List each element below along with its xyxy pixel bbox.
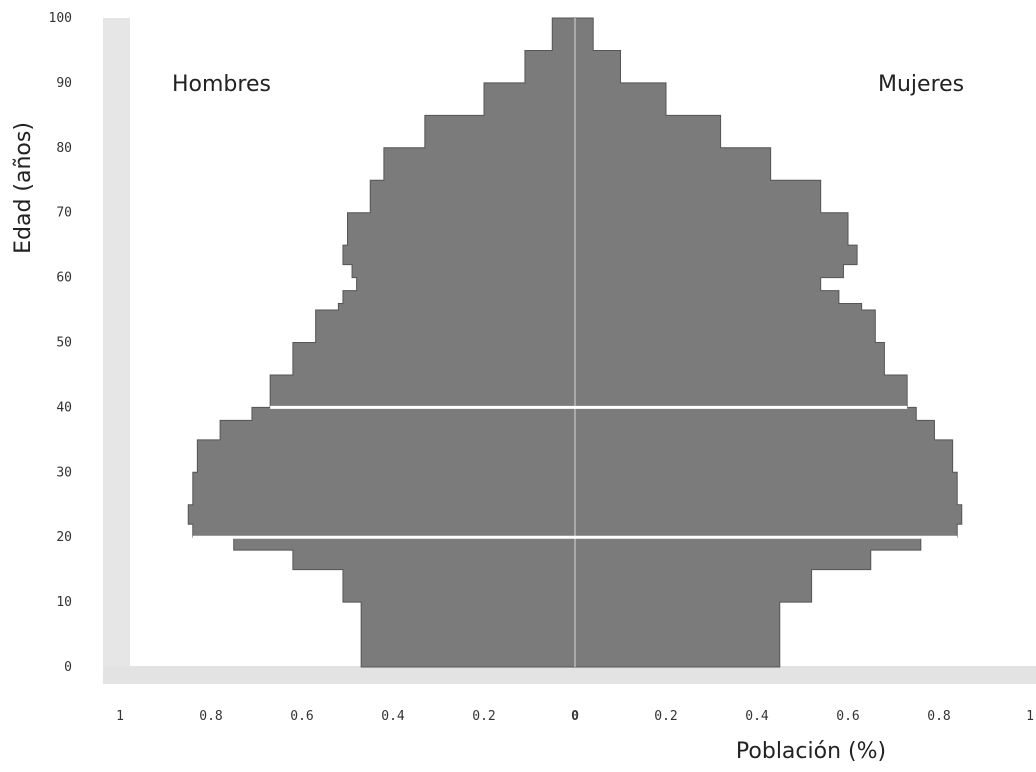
y-tick-label: 10 [56, 595, 72, 610]
y-axis-title: Edad (años) [11, 122, 36, 254]
pyramid-women-area [574, 17, 963, 668]
x-tick-labels: 1 0.8 0.6 0.4 0.2 0 0.2 0.4 0.6 0.8 1 [116, 709, 1034, 724]
y-tick-label: 90 [56, 76, 72, 91]
x-tick-label: 0 [571, 709, 579, 724]
y-tick-label: 30 [56, 465, 72, 480]
y-tick-label: 50 [56, 336, 72, 351]
x-tick-label: 1 [1026, 709, 1034, 724]
x-axis-band [103, 666, 1036, 684]
y-tick-label: 60 [56, 271, 72, 286]
y-tick-label: 20 [56, 530, 72, 545]
pyramid-layer [187, 17, 963, 668]
pyramid-men-area [187, 17, 576, 668]
x-tick-label: 0.8 [199, 709, 222, 724]
x-tick-label: 0.2 [472, 709, 495, 724]
right-series-label: Mujeres [878, 72, 964, 97]
y-axis-band [103, 18, 130, 670]
y-tick-label: 100 [49, 11, 72, 26]
left-series-label: Hombres [172, 72, 271, 97]
y-tick-label: 0 [64, 660, 72, 675]
x-tick-label: 0.4 [381, 709, 405, 724]
reference-lines [192, 405, 958, 539]
x-axis-title: Población (%) [736, 739, 886, 764]
x-tick-label: 0.6 [836, 709, 859, 724]
y-tick-labels: 0 10 20 30 40 50 60 70 80 90 100 [49, 11, 72, 675]
x-tick-label: 0.6 [290, 709, 313, 724]
x-tick-label: 0.2 [654, 709, 677, 724]
y-tick-label: 40 [56, 400, 72, 415]
x-tick-label: 0.8 [927, 709, 950, 724]
y-tick-label: 70 [56, 206, 72, 221]
x-tick-label: 0.4 [745, 709, 769, 724]
y-tick-label: 80 [56, 141, 72, 156]
x-tick-label: 1 [116, 709, 124, 724]
